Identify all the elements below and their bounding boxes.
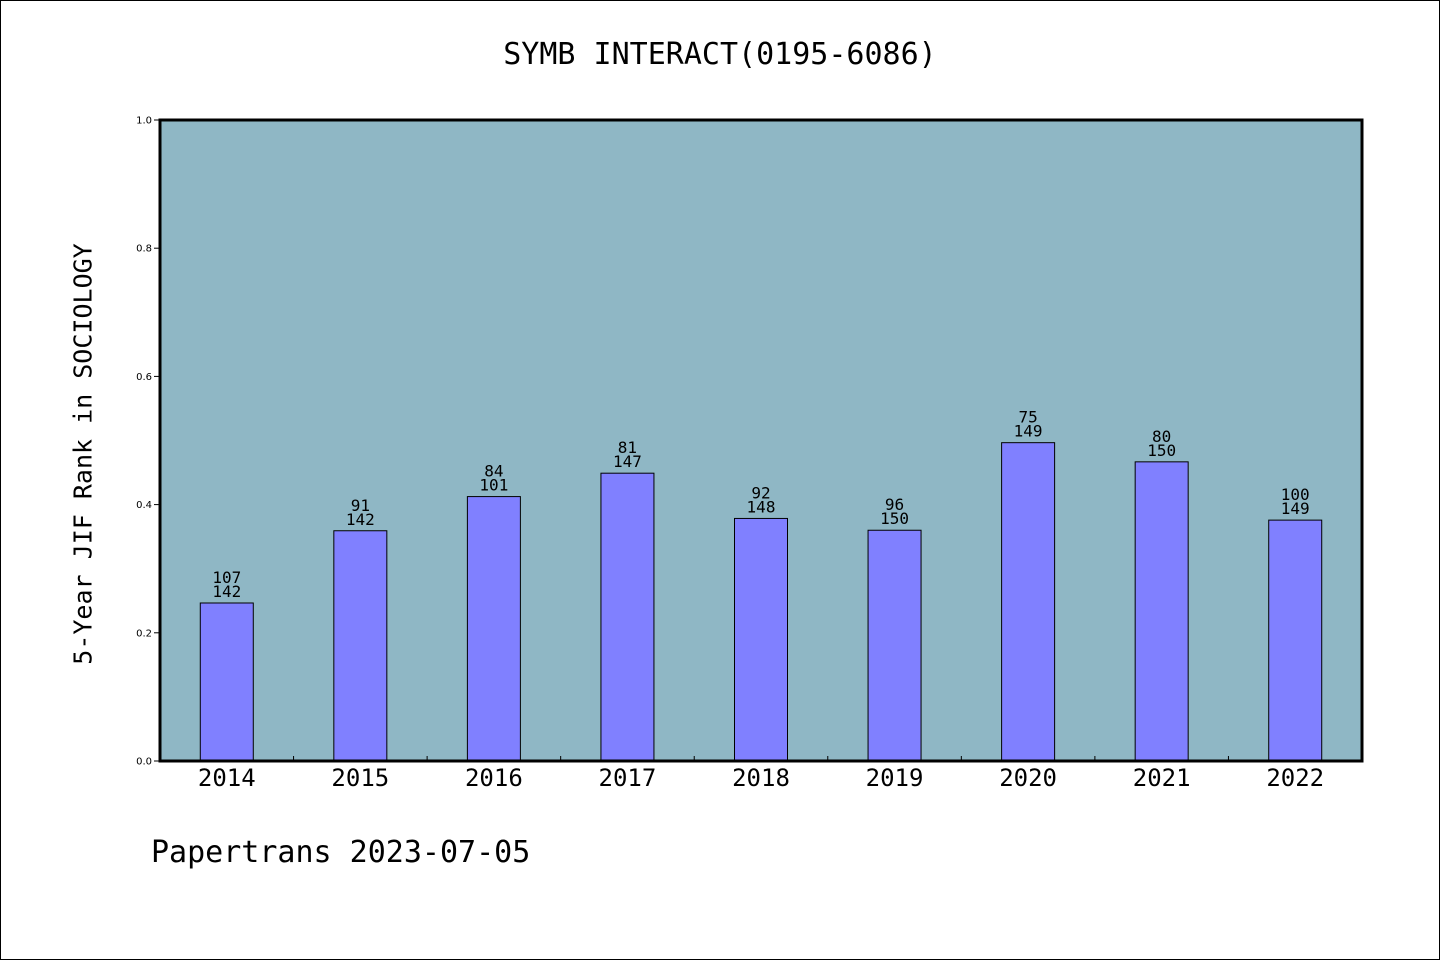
- plot-border: [158, 118, 1364, 763]
- bar: [199, 602, 254, 762]
- bar-label-bottom: 148: [747, 497, 776, 516]
- x-tick-label: 2017: [599, 764, 657, 792]
- bar-label-top: 91: [351, 496, 370, 515]
- y-tick-label: 0.8: [136, 244, 152, 255]
- bar: [600, 472, 655, 762]
- bar-label-bottom: 149: [1281, 499, 1310, 518]
- bar: [1001, 442, 1056, 762]
- y-tick-label: 0.0: [136, 757, 152, 768]
- bar-label-top: 92: [751, 483, 770, 502]
- bar-label-top: 107: [212, 568, 241, 587]
- bar-label-bottom: 150: [880, 509, 909, 528]
- bar: [333, 530, 388, 762]
- x-tick-label: 2018: [732, 764, 790, 792]
- chart-title: SYMB INTERACT(0195-6086): [503, 37, 937, 72]
- bar-label-bottom: 142: [346, 510, 375, 529]
- bar-label-bottom: 142: [212, 582, 241, 601]
- bar: [1134, 461, 1189, 762]
- y-tick-label: 1.0: [136, 116, 152, 127]
- bar-label-top: 96: [885, 495, 904, 514]
- x-tick-label: 2019: [866, 764, 924, 792]
- x-tick-label: 2016: [465, 764, 523, 792]
- bar-label-bottom: 149: [1014, 422, 1043, 441]
- bar-label-top: 84: [484, 462, 503, 481]
- bar-label-top: 80: [1152, 427, 1171, 446]
- bar: [1268, 519, 1323, 762]
- x-tick-label: 2015: [331, 764, 389, 792]
- bar: [867, 529, 922, 762]
- bar-label-top: 75: [1018, 408, 1037, 427]
- bar-label-bottom: 147: [613, 452, 642, 471]
- footer-watermark: Papertrans 2023-07-05: [151, 835, 531, 870]
- y-tick-label: 0.6: [136, 372, 152, 383]
- bar-label-bottom: 150: [1147, 441, 1176, 460]
- bar-label-bottom: 101: [479, 476, 508, 495]
- bar: [734, 517, 788, 762]
- bar-label-top: 81: [618, 438, 637, 457]
- y-tick-label: 0.2: [136, 628, 152, 639]
- x-tick-label: 2020: [999, 764, 1057, 792]
- x-tick-label: 2014: [198, 764, 256, 792]
- bar-label-top: 100: [1281, 485, 1310, 504]
- x-tick-label: 2022: [1266, 764, 1324, 792]
- y-tick-label: 0.4: [136, 500, 152, 511]
- x-tick-label: 2021: [1133, 764, 1191, 792]
- bar: [466, 496, 521, 762]
